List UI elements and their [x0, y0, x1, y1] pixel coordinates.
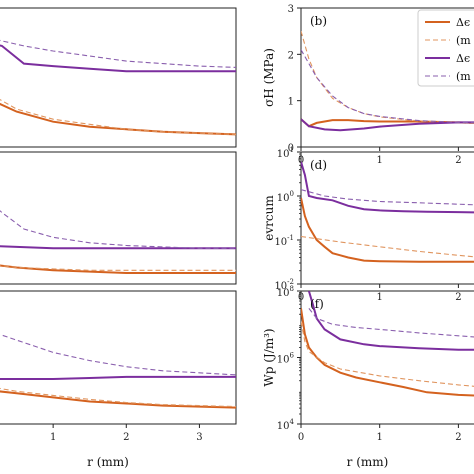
series-line-2 — [0, 44, 236, 73]
x-tick-label: 2 — [455, 155, 461, 166]
plot-frame — [0, 290, 237, 425]
x-tick-label: 1 — [50, 432, 56, 443]
legend-label: (m — [456, 34, 471, 47]
legend-label: Δϵ — [456, 52, 470, 65]
y-tick-label: 104 — [277, 418, 295, 432]
y-tick-label: 106 — [277, 352, 295, 366]
panel-label: (b) — [310, 14, 327, 28]
y-tick-label: 1 — [288, 97, 294, 108]
y-tick-label: 0 — [288, 143, 294, 154]
x-tick-label: 0 — [298, 432, 304, 443]
series-line-2 — [0, 375, 236, 380]
series-line-1 — [301, 321, 474, 387]
y-tick-label: 101 — [277, 146, 294, 160]
series-line-0 — [0, 102, 236, 136]
x-tick-label: 1 — [377, 292, 383, 303]
series-line-2 — [301, 118, 474, 132]
panel-4: 1 2 3 r (mm) — [0, 290, 237, 469]
plot-frame — [300, 7, 474, 148]
series-line-3 — [0, 333, 236, 376]
x-tick-label: 1 — [377, 155, 383, 166]
y-axis-label: evrcum — [262, 195, 276, 241]
y-tick-label: 100 — [277, 190, 294, 204]
legend-label: (m — [456, 70, 471, 83]
y-tick-label: 10-1 — [274, 234, 294, 248]
series-line-1 — [0, 98, 236, 135]
series-line-0 — [301, 197, 474, 263]
x-tick-label: 1 — [377, 432, 383, 443]
series-line-3 — [0, 210, 236, 249]
panel-label: (f) — [310, 297, 324, 311]
series-line-1 — [301, 235, 474, 258]
legend: Δϵ (m Δϵ (m — [417, 9, 474, 87]
series-line-0 — [301, 308, 474, 397]
plot-frame — [0, 151, 237, 285]
x-tick-label: 2 — [123, 432, 129, 443]
panel-0 — [0, 7, 237, 148]
series-line-1 — [301, 31, 474, 125]
y-tick-label: 3 — [288, 4, 294, 15]
x-axis-label: r (mm) — [87, 455, 129, 469]
series-line-3 — [308, 308, 474, 338]
x-tick-label: 3 — [196, 432, 202, 443]
series-line-2 — [307, 291, 474, 351]
panel-2 — [0, 151, 237, 285]
series-line-0 — [0, 390, 236, 409]
plot-frame — [300, 151, 474, 285]
y-tick-label: 2 — [288, 50, 294, 61]
y-axis-label: Wp (J/m³) — [262, 328, 276, 386]
y-axis-label: σH (MPa) — [262, 48, 276, 107]
y-tick-label: 108 — [277, 285, 294, 299]
plot-frame — [0, 7, 237, 148]
series-line-3 — [0, 39, 236, 68]
x-tick-label: 2 — [455, 292, 461, 303]
x-axis-label: r (mm) — [347, 455, 389, 469]
panel-5: 0 1 2 104 106 108 (f) Wp (J/m³) r (mm) — [262, 285, 474, 469]
x-tick-label: 2 — [455, 432, 461, 443]
legend-box — [417, 9, 474, 87]
series-line-0 — [0, 264, 236, 274]
series-line-3 — [301, 189, 474, 206]
legend-label: Δϵ — [456, 16, 470, 29]
series-line-1 — [0, 387, 236, 408]
series-line-3 — [301, 49, 474, 124]
series-line-2 — [301, 161, 474, 214]
plot-frame — [300, 290, 474, 425]
panel-label: (d) — [310, 158, 327, 172]
